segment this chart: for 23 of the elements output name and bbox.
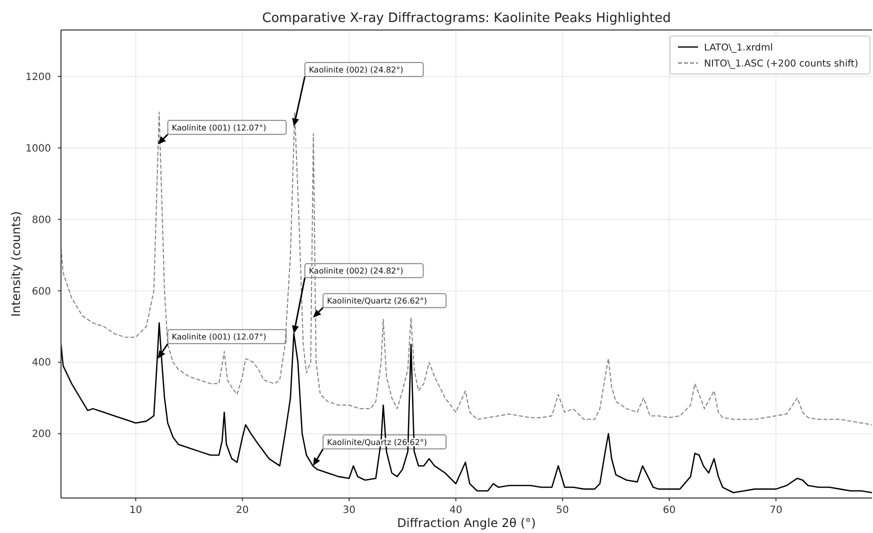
x-tick-label: 50 [556, 505, 569, 516]
x-tick-label: 30 [342, 505, 356, 516]
x-tick-label: 20 [236, 505, 249, 516]
annotation: Kaolinite (001) (12.07°) [172, 123, 266, 132]
legend-label: NITO\_1.ASC (+200 counts shift) [704, 58, 858, 70]
annotation: Kaolinite (001) (12.07°) [172, 332, 266, 342]
annotation: Kaolinite/Quartz (26.62°) [327, 296, 428, 306]
annotation: Kaolinite (002) (24.82°) [308, 266, 404, 276]
x-tick-label: 60 [662, 505, 676, 516]
y-axis-title: Intensity (counts) [9, 211, 23, 317]
y-tick-label: 200 [32, 429, 51, 440]
chart-title: Comparative X-ray Diffractograms: Kaolinite Peaks Highlighted [262, 11, 671, 26]
x-tick-label: 10 [129, 505, 142, 516]
y-tick-label: 800 [32, 214, 51, 226]
legend-label: LATO\_1.xrdml [704, 42, 773, 54]
annotation: Kaolinite (002) (24.82°) [308, 65, 404, 74]
y-tick-label: 1000 [26, 143, 51, 154]
x-tick-label: 70 [770, 505, 782, 516]
x-tick-label: 40 [449, 505, 462, 516]
y-tick-label: 600 [32, 286, 51, 298]
y-tick-label: 1200 [26, 72, 51, 83]
x-axis-title: Diffraction Angle 2θ (°) [397, 516, 536, 530]
y-tick-label: 400 [32, 358, 51, 369]
